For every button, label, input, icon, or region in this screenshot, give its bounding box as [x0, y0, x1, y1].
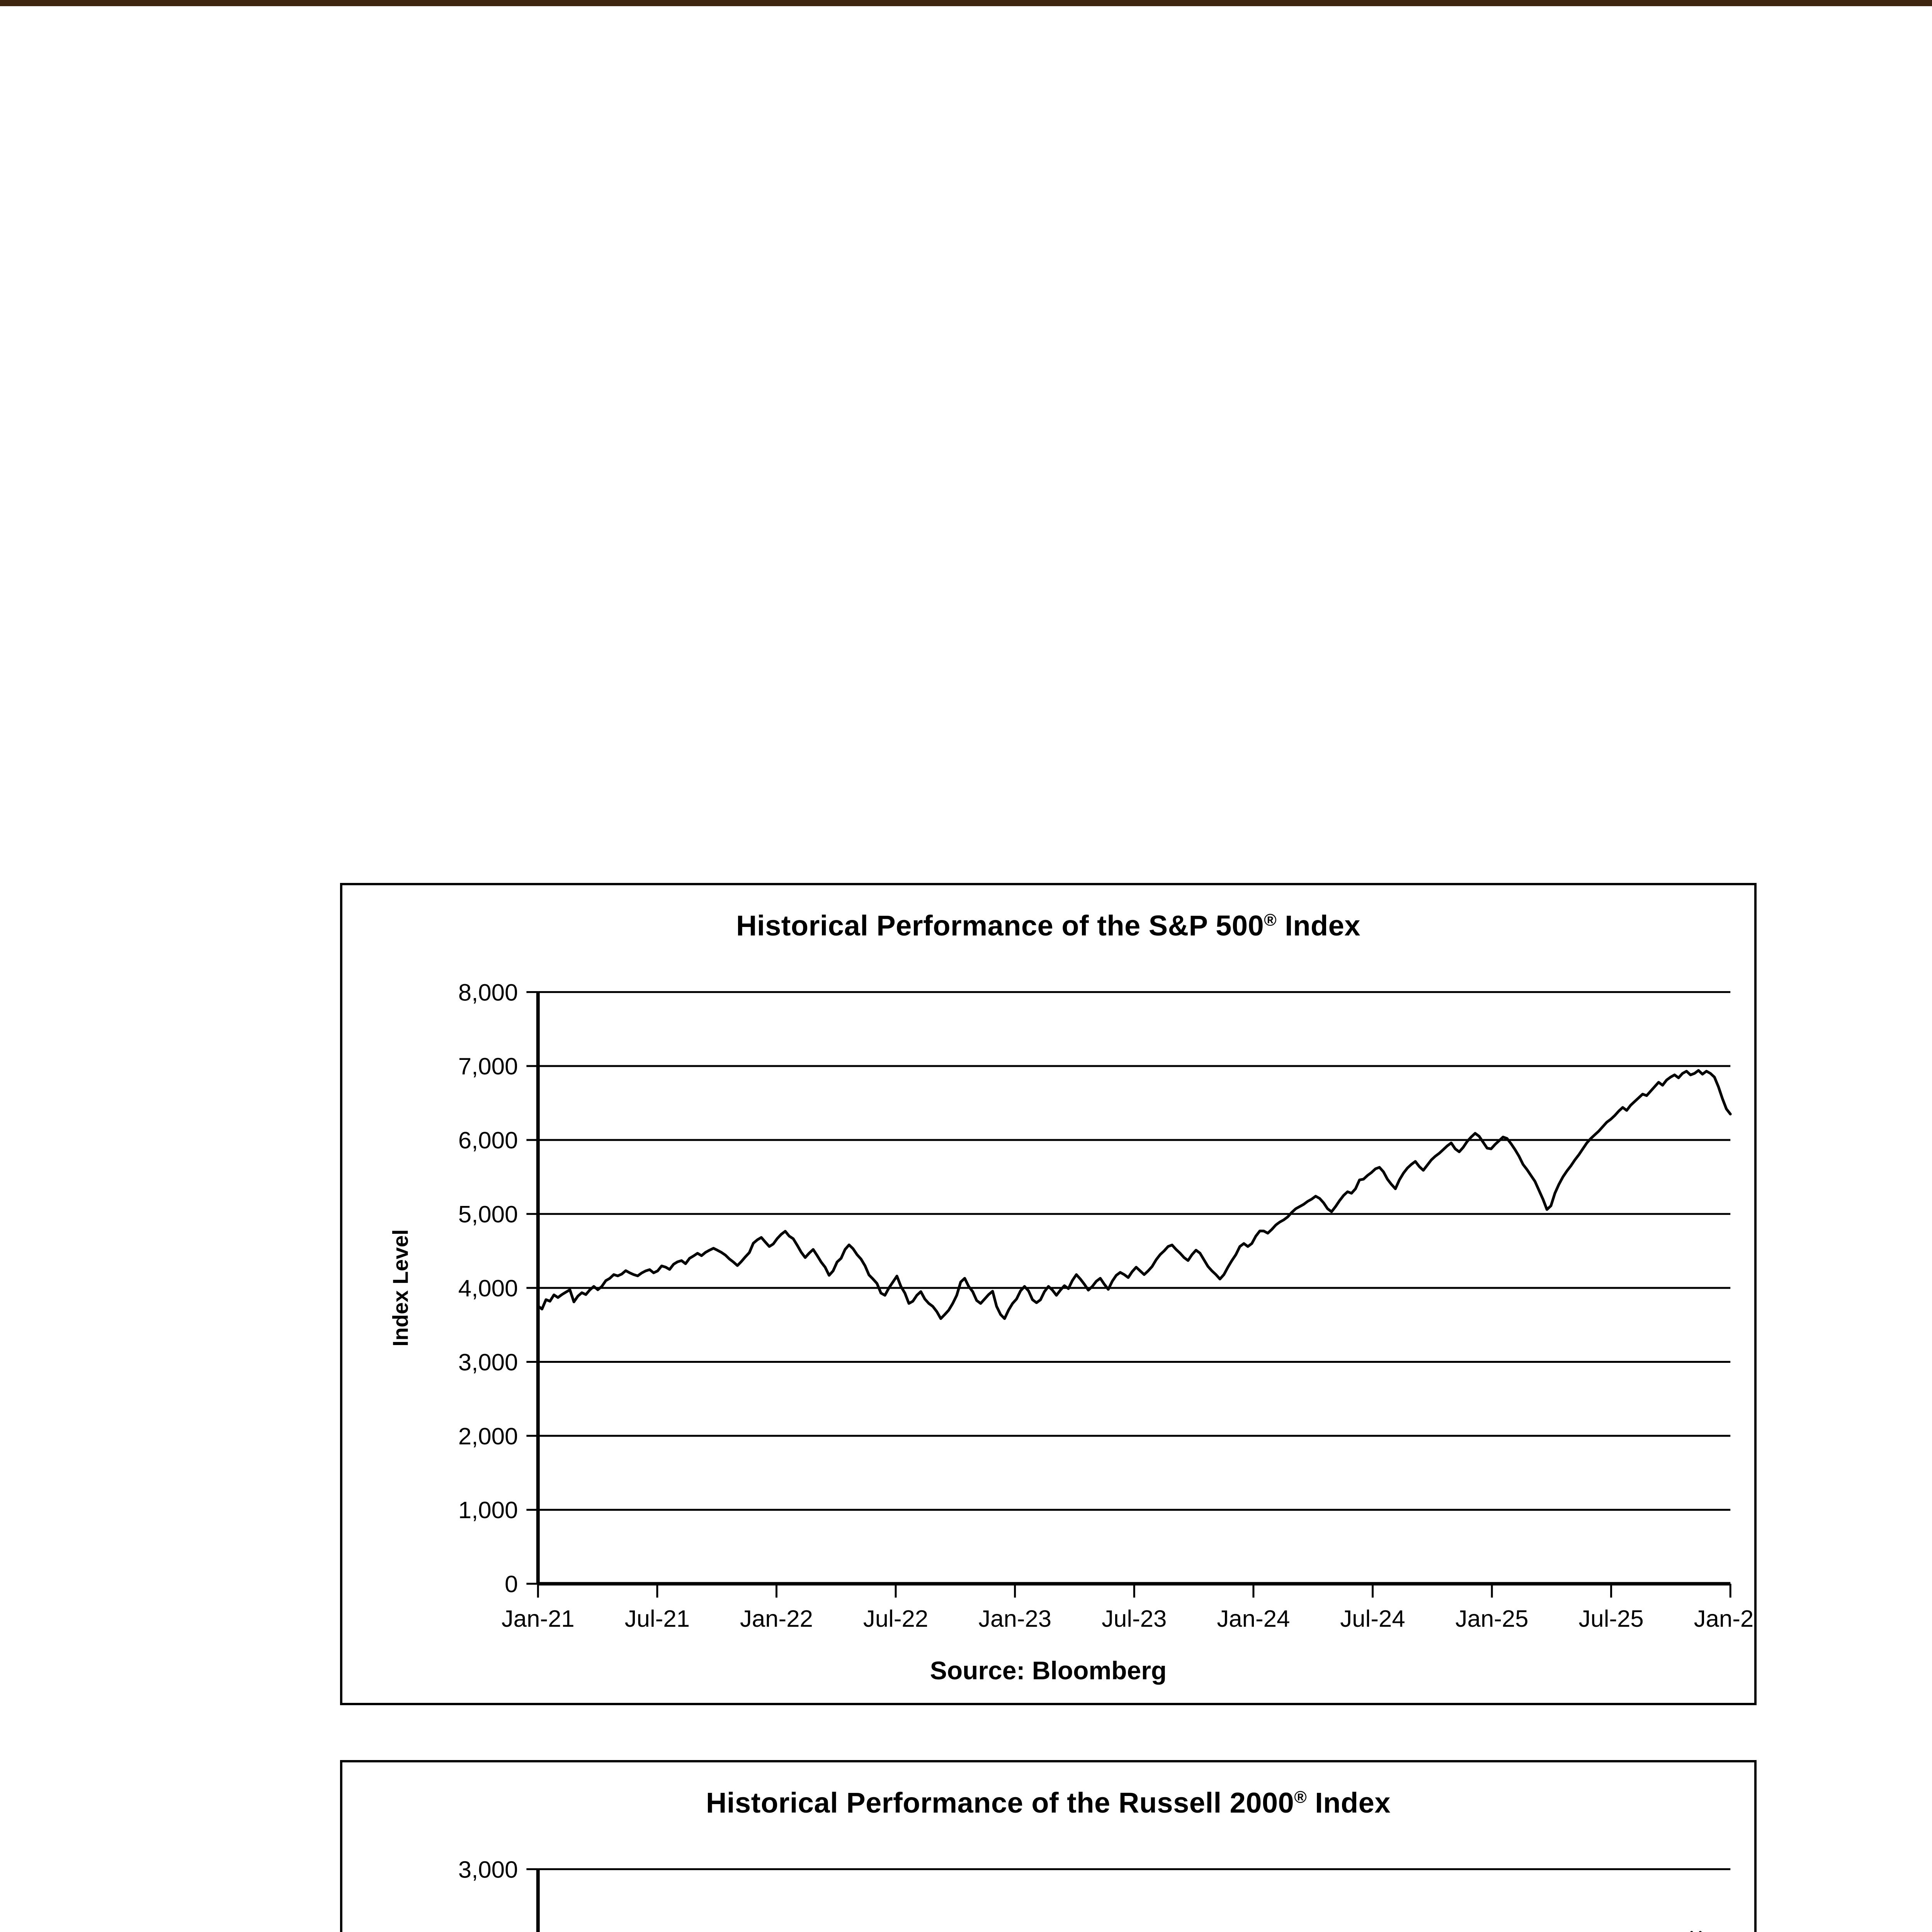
svg-text:7,000: 7,000: [458, 1053, 518, 1080]
chart-title-text: Historical Performance of the S&P 500: [736, 910, 1264, 942]
registered-mark-icon: ®: [1294, 1787, 1307, 1807]
chart-plot-russell: 05001,0001,5002,0002,5003,000Jan-21Jul-2…: [458, 1856, 1731, 1932]
svg-text:Jul-22: Jul-22: [863, 1605, 928, 1632]
chart-title-tail: Index: [1307, 1787, 1391, 1819]
svg-text:Jul-24: Jul-24: [1340, 1605, 1405, 1632]
svg-text:1,000: 1,000: [458, 1497, 518, 1524]
svg-text:0: 0: [505, 1571, 518, 1598]
svg-text:Jan-24: Jan-24: [1217, 1605, 1290, 1632]
svg-text:Jul-21: Jul-21: [625, 1605, 690, 1632]
brand-top-rule: [0, 0, 1932, 6]
chart-title-sp500: Historical Performance of the S&P 500® I…: [342, 909, 1754, 942]
svg-text:Index Level: Index Level: [388, 1229, 412, 1346]
svg-text:6,000: 6,000: [458, 1127, 518, 1154]
svg-text:Jul-23: Jul-23: [1102, 1605, 1167, 1632]
svg-text:3,000: 3,000: [458, 1349, 518, 1376]
chart-panel-sp500: Historical Performance of the S&P 500® I…: [340, 883, 1757, 1705]
chart-title-tail: Index: [1277, 910, 1361, 942]
svg-text:3,000: 3,000: [458, 1856, 518, 1883]
chart-title-russell: Historical Performance of the Russell 20…: [342, 1786, 1754, 1819]
svg-text:4,000: 4,000: [458, 1275, 518, 1302]
chart-title-text: Historical Performance of the Russell 20…: [706, 1787, 1294, 1819]
svg-text:Jan-22: Jan-22: [740, 1605, 813, 1632]
chart-panel-russell: Historical Performance of the Russell 20…: [340, 1760, 1757, 1932]
svg-text:Jan-21: Jan-21: [502, 1605, 575, 1632]
svg-text:2,000: 2,000: [458, 1423, 518, 1450]
chart-plot-sp500: 0 1,000 2,000 3,000 4,000 5,000 6,000 7,000 8,00…: [388, 979, 1754, 1632]
svg-text:Jan-25: Jan-25: [1456, 1605, 1529, 1632]
svg-text:Jan-26: Jan-26: [1694, 1605, 1754, 1632]
chart-source-sp500: Source: Bloomberg: [930, 1656, 1167, 1685]
svg-text:Jan-23: Jan-23: [978, 1605, 1051, 1632]
svg-text:Jul-25: Jul-25: [1578, 1605, 1643, 1632]
svg-text:8,000: 8,000: [458, 979, 518, 1006]
svg-text:5,000: 5,000: [458, 1201, 518, 1228]
registered-mark-icon: ®: [1264, 910, 1277, 930]
